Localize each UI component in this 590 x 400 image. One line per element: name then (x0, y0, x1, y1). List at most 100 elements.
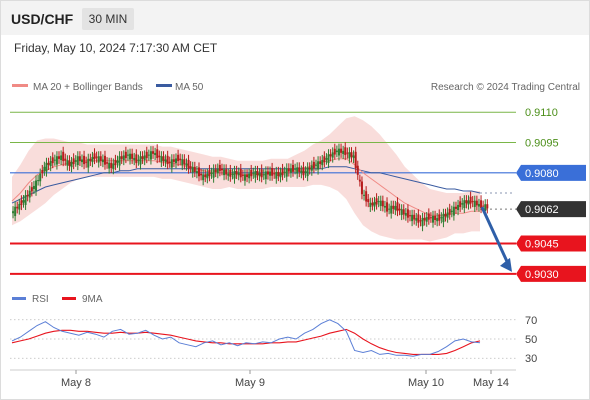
bollinger-band-area (12, 116, 480, 242)
bollinger-band (12, 116, 480, 242)
timeframe-button[interactable]: 30 MIN (82, 8, 134, 30)
candle-body-142 (308, 167, 311, 170)
rsi-legend-label: RSI (32, 294, 49, 305)
candle-body-85 (189, 166, 192, 168)
candle-body-136 (296, 167, 299, 174)
candle-body-140 (304, 171, 307, 173)
candle-body-14 (41, 169, 44, 174)
candle-body-224 (480, 200, 483, 209)
candle-body-148 (321, 159, 324, 166)
candle-body-79 (177, 154, 180, 162)
candle-body-225 (482, 205, 485, 207)
candle-body-215 (461, 203, 464, 205)
candlesticks (12, 142, 489, 232)
candle-body-149 (323, 156, 326, 163)
candle-body-35 (85, 161, 88, 163)
candle-body-16 (45, 162, 48, 172)
candle-body-217 (465, 200, 468, 204)
candle-body-47 (110, 162, 113, 168)
candle-body-202 (434, 215, 437, 220)
candle-body-9 (30, 187, 33, 192)
candle-body-152 (329, 154, 332, 157)
candle-body-98 (216, 168, 219, 174)
time-tick-1: May 9 (235, 377, 265, 389)
candle-body-155 (335, 150, 338, 153)
candle-body-211 (452, 206, 455, 216)
candle-body-191 (411, 214, 414, 222)
candle-body-46 (108, 162, 111, 169)
candle-body-185 (398, 208, 401, 211)
candle-body-173 (373, 201, 376, 207)
candle-body-118 (258, 173, 261, 177)
candle-body-130 (283, 171, 286, 173)
ma20-legend-swatch (12, 84, 28, 87)
candle-body-52 (120, 156, 123, 159)
candle-body-82 (183, 159, 186, 165)
candle-body-40 (95, 156, 98, 158)
rsi-ma-legend-swatch (62, 297, 76, 300)
candle-body-20 (53, 159, 56, 161)
candle-body-194 (417, 214, 420, 223)
candle-body-205 (440, 217, 443, 219)
candle-body-36 (87, 158, 90, 168)
candle-body-197 (423, 217, 426, 221)
ma50-legend-swatch (156, 84, 172, 87)
candle-body-91 (202, 174, 205, 181)
candle-body-63 (143, 155, 146, 161)
candle-body-71 (160, 156, 163, 163)
candle-body-43 (101, 159, 104, 163)
candle-body-204 (438, 214, 441, 221)
candle-body-75 (168, 161, 171, 163)
candle-body-60 (137, 159, 140, 161)
candle-body-78 (175, 158, 178, 164)
candle-body-203 (436, 218, 439, 222)
candle-body-163 (352, 155, 355, 159)
level-tag-label-4: 0.9045 (525, 239, 559, 251)
candle-body-31 (76, 156, 79, 166)
candle-body-27 (68, 160, 71, 166)
candle-body-177 (381, 200, 384, 207)
candle-body-81 (181, 159, 184, 166)
candle-body-24 (62, 151, 65, 162)
time-axis: May 8 May 9 May 10 May 14 (61, 370, 509, 389)
candle-body-66 (149, 151, 152, 160)
candle-body-200 (429, 217, 432, 219)
candle-body-114 (250, 169, 253, 177)
candle-body-15 (43, 166, 46, 171)
candle-body-192 (413, 214, 416, 220)
candle-body-128 (279, 172, 282, 178)
candle-body-154 (333, 148, 336, 155)
candle-body-108 (237, 172, 240, 176)
rsi-line (11, 319, 481, 357)
candle-body-32 (78, 156, 81, 161)
candle-body-156 (337, 148, 340, 156)
forecast-arrow-shaft (480, 206, 511, 267)
candle-body-96 (212, 169, 215, 178)
candle-body-84 (187, 159, 190, 169)
candle-body-201 (431, 215, 434, 223)
candle-body-59 (135, 154, 138, 164)
candle-body-37 (89, 158, 92, 161)
rsi-ma-line (11, 328, 481, 355)
candle-body-178 (383, 205, 386, 208)
candle-body-143 (310, 165, 313, 171)
candle-body-198 (425, 217, 428, 222)
candle-body-41 (97, 156, 100, 163)
top-bar: USD/CHF 30 MIN (1, 1, 589, 35)
level-tag-label-2: 0.9080 (525, 168, 559, 180)
level-tag-label-3: 0.9062 (525, 204, 559, 216)
candle-body-110 (241, 174, 244, 176)
candle-body-87 (193, 166, 196, 173)
candle-body-29 (72, 158, 75, 165)
candle-body-6 (24, 195, 27, 205)
candle-body-101 (223, 169, 226, 176)
candle-body-216 (463, 200, 466, 208)
candle-body-57 (131, 153, 134, 159)
candle-body-30 (74, 160, 77, 162)
ma20-legend-label: MA 20 + Bollinger Bands (33, 82, 143, 93)
candle-body-181 (390, 205, 393, 214)
candle-body-210 (450, 210, 453, 213)
candle-body-80 (179, 158, 182, 161)
candle-body-219 (469, 196, 472, 204)
candle-body-179 (386, 202, 389, 212)
